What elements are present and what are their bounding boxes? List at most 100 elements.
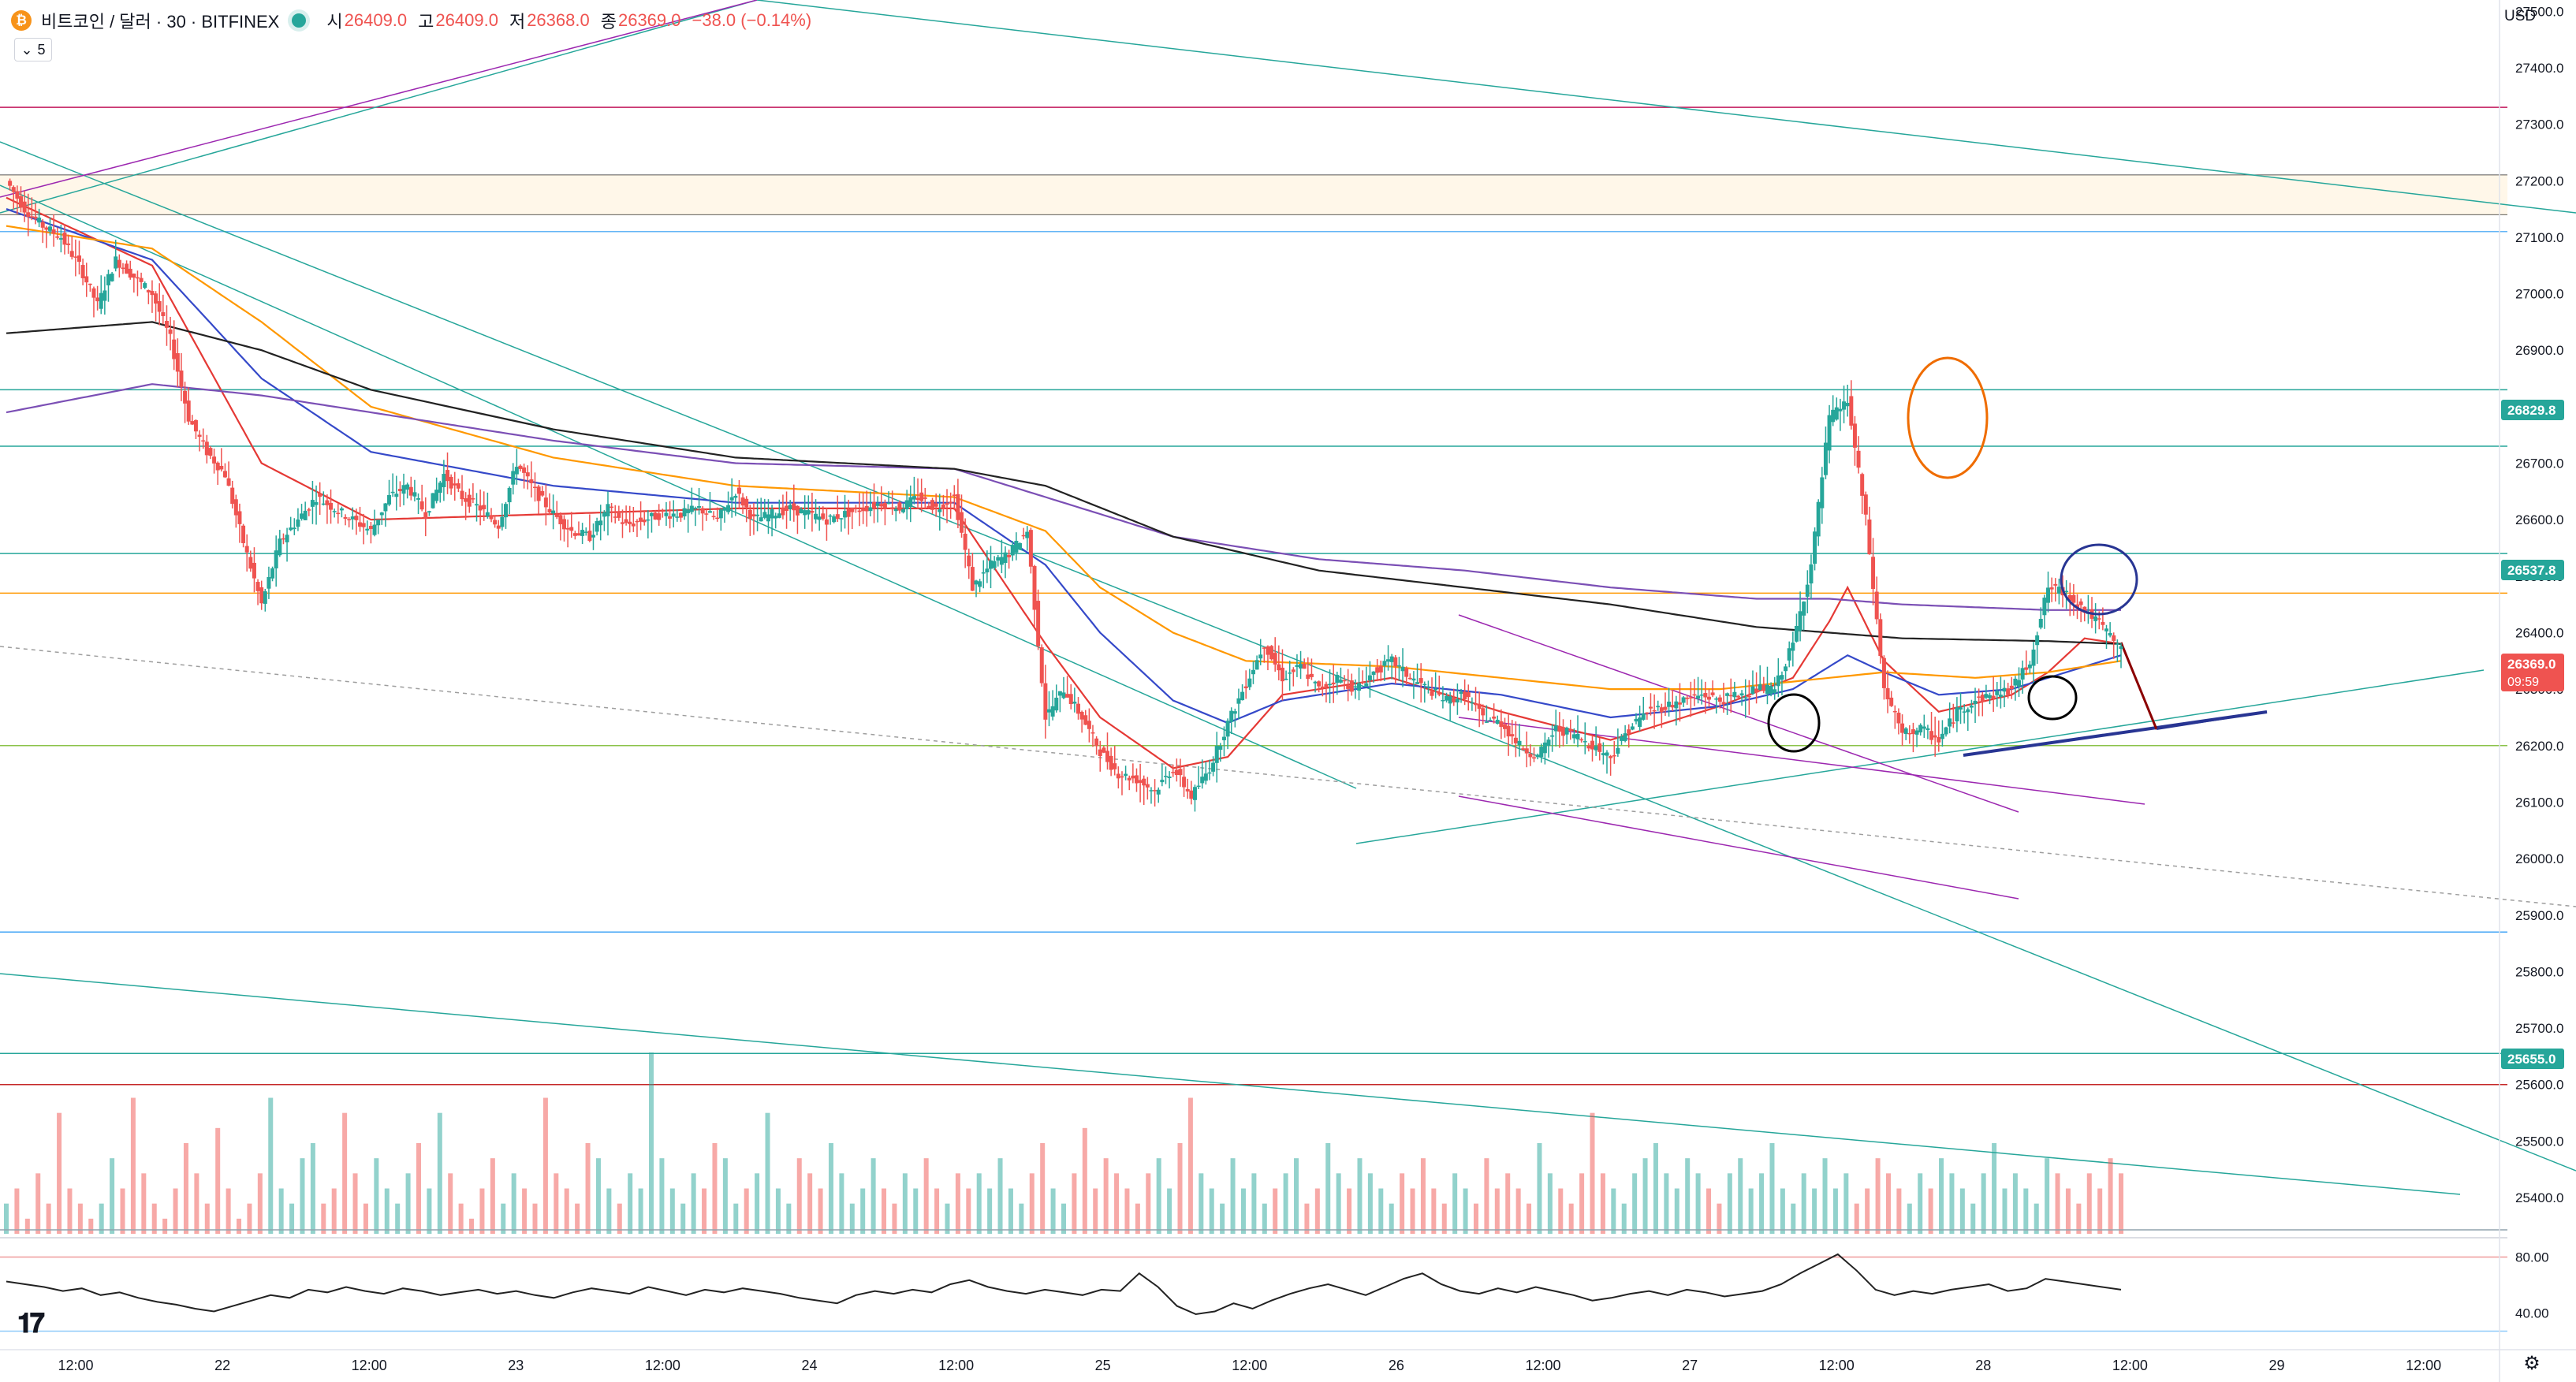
candle-body [1320, 686, 1325, 689]
candle-body [62, 233, 67, 245]
volume-bar [437, 1112, 442, 1234]
candle-body [1407, 677, 1412, 680]
candle-body [635, 520, 639, 523]
candle-body [1798, 611, 1802, 631]
price-tick-label: 26000.0 [2515, 851, 2563, 866]
candle-body [1878, 619, 1883, 657]
candle-body [1630, 726, 1635, 730]
candle-body [1911, 729, 1915, 735]
volume-bar [268, 1097, 274, 1234]
volume-bar [120, 1188, 125, 1234]
candle-body [514, 467, 519, 475]
candle-body [777, 513, 781, 518]
candle-body [1065, 694, 1070, 698]
volume-bar [828, 1143, 833, 1234]
candle-body [1627, 729, 1631, 734]
candle-body [2078, 601, 2083, 605]
candle-body [707, 511, 712, 513]
candle-body [1098, 749, 1102, 757]
candle-body [1262, 647, 1266, 649]
candle-body [489, 515, 494, 520]
candle-body [2104, 628, 2109, 631]
candle-body [1692, 694, 1697, 696]
moving-average-line [6, 383, 2121, 611]
candle-body [106, 274, 110, 285]
candle-body [37, 218, 42, 223]
candle-body [1353, 686, 1358, 688]
volume-bar [1939, 1158, 1944, 1234]
volume-bar [1959, 1188, 1965, 1234]
candle-body [1725, 693, 1730, 696]
volume-bar [680, 1203, 686, 1234]
low-value: 26368.0 [527, 10, 590, 30]
candle-body [2035, 635, 2040, 646]
candle-body [1784, 666, 1788, 672]
volume-bar [1727, 1173, 1732, 1234]
volume-bar [77, 1203, 83, 1234]
candle-body [511, 471, 516, 485]
candle-body [84, 276, 89, 283]
candle-body [419, 501, 424, 510]
currency-selector[interactable]: USD [2504, 8, 2537, 24]
symbol-title[interactable]: 비트코인 / 달러 · 30 · BITFINEX [41, 12, 280, 32]
indicators-toggle-button[interactable]: ⌄ 5 [14, 38, 52, 61]
candle-body [1025, 531, 1030, 538]
candle-body [427, 511, 431, 513]
candle-body [911, 496, 916, 500]
price-tick-label: 26400.0 [2515, 625, 2563, 640]
candle-body [1481, 708, 1486, 716]
candle-body [999, 557, 1004, 565]
candle-body [1955, 707, 1959, 722]
candle-body [222, 471, 227, 478]
candle-body [1488, 720, 1493, 721]
volume-bar [1463, 1188, 1468, 1234]
volume-bar [1400, 1173, 1405, 1234]
candle-body [1834, 407, 1839, 420]
candle-body [525, 472, 530, 477]
trend-line [1458, 795, 2019, 900]
candle-body [1586, 745, 1591, 749]
time-tick-label: 25 [1095, 1358, 1111, 1373]
candle-body [1656, 706, 1661, 708]
volume-bar [1124, 1188, 1130, 1234]
candle-body [76, 255, 81, 263]
volume-bar [997, 1158, 1003, 1234]
volume-bar [786, 1203, 792, 1234]
volume-bar [1135, 1203, 1140, 1234]
candle-body [533, 486, 537, 489]
candle-body [2038, 618, 2043, 628]
volume-bar [1050, 1188, 1056, 1234]
volume-bar [110, 1158, 115, 1234]
price-tick-label: 27500.0 [2515, 4, 2563, 19]
volume-bar [1621, 1203, 1627, 1234]
price-tag [2501, 1049, 2564, 1069]
candle-body [1426, 686, 1430, 688]
candle-body [270, 568, 275, 579]
volume-bar [1664, 1173, 1669, 1234]
candle-body [1277, 664, 1281, 671]
volume-bar [427, 1188, 432, 1234]
volume-bar [1706, 1188, 1712, 1234]
volume-bar [1865, 1188, 1870, 1234]
volume-bar [204, 1203, 210, 1234]
candle-body [285, 535, 289, 542]
time-tick-label: 12:00 [352, 1358, 387, 1373]
candle-body [1677, 702, 1682, 705]
moving-average-line [6, 321, 2122, 645]
candle-body [700, 508, 705, 514]
volume-bar [151, 1203, 157, 1234]
volume-bar [1907, 1203, 1912, 1234]
candle-body [1393, 657, 1398, 667]
candle-body [1838, 408, 1843, 412]
price-tick-label: 27400.0 [2515, 61, 2563, 76]
candle-body [1156, 789, 1161, 795]
candle-body [1477, 703, 1482, 710]
volume-bar [765, 1112, 770, 1234]
volume-bar [934, 1188, 940, 1234]
volume-bar [1611, 1188, 1616, 1234]
gear-icon[interactable]: ⚙ [2523, 1352, 2541, 1374]
volume-bar [2055, 1173, 2060, 1234]
candle-body [1506, 725, 1511, 737]
candle-body [1696, 695, 1701, 699]
